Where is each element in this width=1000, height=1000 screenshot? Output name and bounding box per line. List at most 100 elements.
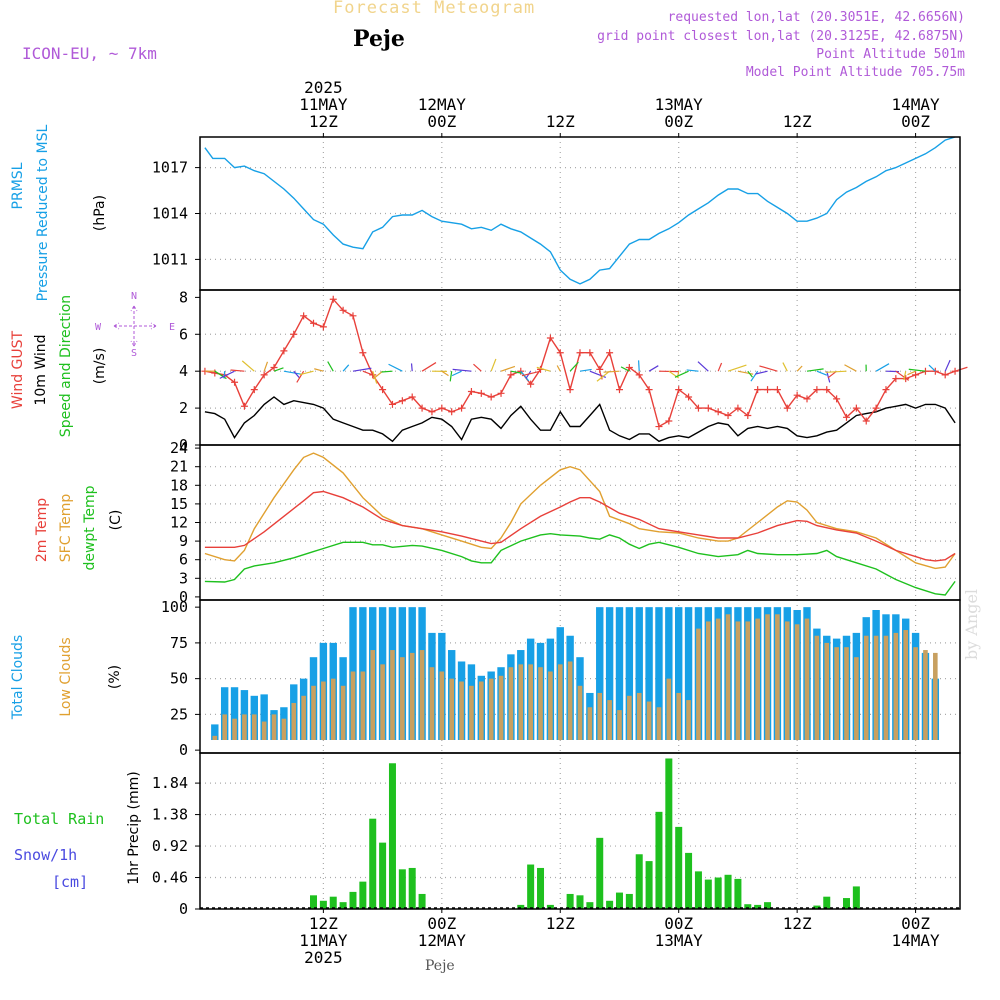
total-cloud-bar [655, 607, 663, 740]
compass-s: S [131, 348, 137, 359]
snow-label: Snow/1h [14, 846, 77, 864]
x-tick-label: 12Z [546, 914, 575, 933]
total-cloud-bar [260, 694, 268, 740]
total-cloud-bar [615, 607, 624, 740]
low-cloud-bar [903, 630, 909, 740]
precip-bar [744, 904, 752, 909]
wind-arrow [352, 367, 372, 372]
low-cloud-bar [370, 650, 376, 740]
wind-arrow [556, 365, 561, 372]
low-cloud-bar [804, 618, 810, 740]
gust-marker [892, 375, 900, 383]
total-cloud-bar [211, 724, 219, 740]
gust-marker [852, 404, 860, 412]
gust-marker [764, 386, 772, 394]
gust-marker [319, 323, 327, 331]
low-cloud-bar [676, 692, 682, 740]
pressure-label-1: PRMSL [10, 162, 26, 209]
low-cloud-bar [715, 618, 721, 740]
y-tick-label: 0.46 [152, 869, 188, 887]
low-cloud-bar [232, 718, 237, 740]
y-tick-label: 15 [170, 495, 188, 513]
wind-arrow [620, 366, 630, 372]
precip-unit: 1hr Precip (mm) [126, 771, 142, 884]
precip-bar [704, 879, 712, 909]
gust-marker [941, 371, 949, 379]
precip-bar [823, 896, 831, 909]
wind-arrow [219, 370, 235, 379]
precip-bar [359, 881, 367, 909]
grid-coords: grid point closest lon,lat (20.3125E, 42… [597, 29, 965, 44]
prmsl-line [204, 136, 956, 285]
low-cloud-bar [409, 652, 415, 740]
low-cloud-bar [498, 675, 504, 740]
low-cloud-bar [518, 664, 524, 740]
low-cloud-bar [765, 614, 770, 740]
precip-bar [546, 904, 554, 909]
gust-marker [300, 312, 308, 320]
gust-marker [231, 378, 239, 386]
low-cloud-bar [834, 647, 839, 740]
gust-marker [329, 295, 337, 303]
gust-marker [497, 389, 505, 397]
wind-arrow [596, 370, 610, 382]
x-tick-label: 12MAY [418, 931, 467, 950]
wind-arrow [520, 370, 530, 382]
wind-arrow [727, 364, 747, 372]
wind-arrow [907, 370, 916, 376]
gust-marker [615, 386, 623, 394]
gust-marker [379, 386, 387, 394]
y-tick-label: 1.84 [152, 774, 188, 792]
snow-unit: [cm] [52, 873, 88, 891]
gust-marker [724, 411, 732, 419]
precip-bar [537, 867, 545, 909]
temp-label-1: 2m Temp [34, 498, 50, 562]
precip-bar [842, 898, 850, 909]
low-cloud-bar [390, 650, 395, 740]
wind-arrow [342, 364, 350, 372]
wind-arrow [569, 361, 579, 372]
wind-arrow [747, 370, 753, 378]
low-cloud-bar [567, 661, 573, 740]
low-cloud-bar [646, 701, 652, 740]
wind-arrow [327, 361, 334, 372]
low-cloud-bar [883, 635, 889, 740]
precip-bar [606, 900, 614, 909]
low-cloud-bar [824, 642, 830, 740]
low-cloud-bar [666, 678, 672, 740]
precip-bar [655, 811, 663, 909]
y-tick-label: 0.92 [152, 837, 188, 855]
wind-arrow [717, 362, 723, 372]
precip-bar [369, 818, 377, 909]
wind-arrow [895, 370, 910, 381]
total-cloud-bar [665, 607, 673, 740]
gust-line [204, 297, 956, 428]
low-cloud-bar [607, 700, 612, 740]
gust-marker [645, 386, 653, 394]
wind-arrow [796, 365, 803, 372]
panel-frame [199, 289, 961, 446]
low-cloud-bar [538, 667, 543, 740]
x-tick-label: 12Z [546, 112, 575, 131]
precip-bar [388, 763, 396, 909]
wind-arrow [410, 363, 413, 372]
gust-marker [428, 408, 436, 416]
gust-marker [704, 404, 712, 412]
wind-arrow [314, 368, 324, 372]
wind-arrow [449, 371, 453, 382]
gust-marker [388, 400, 396, 408]
precip-bar [754, 904, 762, 909]
precip-bar [635, 854, 643, 909]
precip-bar [576, 895, 584, 909]
gust-marker [734, 404, 742, 412]
wind-arrow [903, 371, 907, 381]
gust-marker [912, 371, 920, 379]
wind-arrow [283, 370, 302, 375]
low-cloud-bar [933, 652, 938, 740]
x-tick-label: 00Z [427, 914, 456, 933]
x-tick-label: 11MAY [299, 931, 348, 950]
wind-arrow [536, 366, 551, 372]
precip-bar [408, 867, 416, 909]
low-cloud-bar [706, 621, 711, 740]
low-cloud-bar [686, 700, 691, 740]
